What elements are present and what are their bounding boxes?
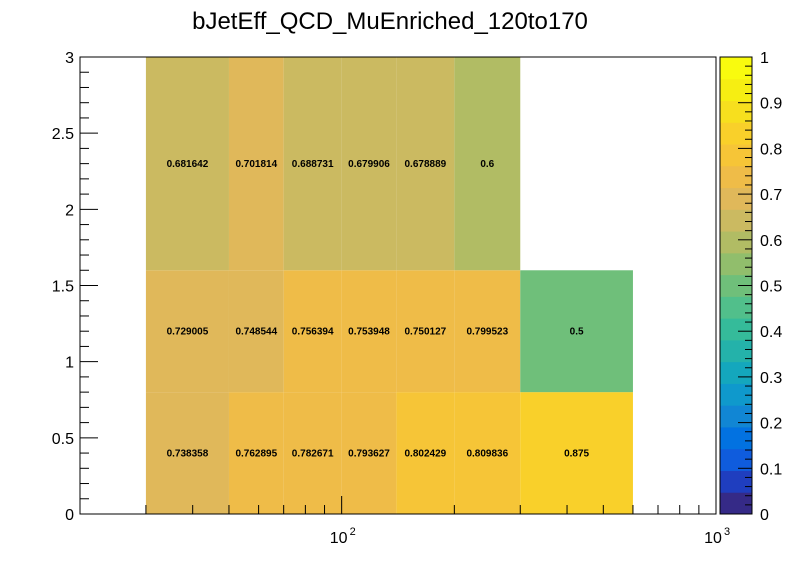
cell-value-label: 0.799523 — [466, 327, 508, 338]
palette-color-band — [720, 231, 752, 254]
palette-tick-label: 0.6 — [760, 233, 782, 250]
heatmap-cell — [283, 57, 342, 271]
cell-value-label: 0.679906 — [348, 159, 390, 170]
color-palette-axis: 0 0.1 0.2 0.3 0.4 0.5 0.6 0.7 0.8 0.9 1 — [719, 50, 782, 524]
cell-value-label: 0.762895 — [235, 449, 277, 460]
palette-color-band — [720, 165, 752, 189]
y-tick-label: 2 — [65, 202, 74, 219]
palette-color-band — [720, 426, 752, 450]
chart-title: bJetEff_QCD_MuEnriched_120to170 — [192, 8, 588, 35]
palette-color-band — [720, 274, 752, 297]
y-axis: 0 0.5 1 1.5 2 2.5 3 — [52, 50, 98, 524]
heatmap-cell — [283, 392, 342, 514]
palette-color-band — [720, 339, 752, 363]
x-tick-label-base: 10 — [330, 530, 348, 547]
palette-color-band — [720, 57, 752, 80]
palette-color-band — [720, 144, 752, 167]
heatmap-cell — [520, 392, 633, 514]
palette-tick-label: 1 — [760, 50, 769, 67]
palette-tick-label: 0.2 — [760, 416, 782, 433]
heatmap-cell — [341, 392, 397, 514]
palette-color-band — [720, 209, 752, 232]
palette-tick-label: 0.9 — [760, 96, 782, 113]
heatmap-cell — [228, 57, 284, 271]
cell-value-label: 0.748544 — [235, 327, 277, 338]
palette-color-band — [720, 470, 752, 493]
heatmap-cells — [145, 57, 633, 514]
y-tick-label: 0.5 — [52, 431, 74, 448]
x-tick-label-exponent: 2 — [350, 526, 356, 538]
heatmap-cell — [454, 270, 521, 393]
cell-value-label: 0.681642 — [167, 159, 209, 170]
y-tick-label: 1 — [65, 355, 74, 372]
heatmap-cell — [396, 57, 455, 271]
palette-color-band — [720, 187, 752, 210]
y-tick-label: 0 — [65, 507, 74, 524]
palette-color-band — [720, 405, 752, 428]
y-tick-label: 2.5 — [52, 126, 74, 143]
palette-tick-label: 0.7 — [760, 187, 782, 204]
palette-tick-label: 0.1 — [760, 461, 782, 478]
cell-value-label: 0.756394 — [292, 327, 334, 338]
cell-value-label: 0.809836 — [466, 449, 508, 460]
palette-color-band — [720, 383, 752, 406]
cell-value-label: 0.750127 — [404, 327, 446, 338]
y-tick-label: 3 — [65, 50, 74, 67]
palette-tick-label: 0.8 — [760, 141, 782, 158]
cell-value-label: 0.793627 — [348, 449, 390, 460]
heatmap-cell — [396, 392, 455, 514]
palette-color-band — [720, 78, 752, 102]
palette-color-band — [720, 361, 752, 384]
cell-value-label: 0.802429 — [404, 449, 446, 460]
cell-value-label: 0.6 — [480, 159, 494, 170]
x-tick-label-exponent: 3 — [724, 526, 730, 538]
cell-value-label: 0.5 — [570, 327, 584, 338]
palette-color-band — [720, 492, 752, 515]
palette-tick-label: 0.3 — [760, 370, 782, 387]
cell-value-label: 0.729005 — [167, 327, 209, 338]
heatmap-cell — [145, 270, 229, 393]
heatmap-cell — [228, 270, 284, 393]
y-tick-label: 1.5 — [52, 279, 74, 296]
palette-tick-label: 0.4 — [760, 324, 782, 341]
heatmap-cell — [341, 57, 397, 271]
heatmap-cell — [283, 270, 342, 393]
cell-value-label: 0.678889 — [404, 159, 446, 170]
x-tick-label-base: 10 — [704, 530, 722, 547]
heatmap-cell — [520, 270, 633, 393]
cell-value-label: 0.875 — [564, 449, 589, 460]
heatmap-cell — [454, 57, 521, 271]
palette-color-band — [720, 100, 752, 123]
cell-value-label: 0.782671 — [292, 449, 334, 460]
palette-color-band — [720, 296, 752, 319]
cell-value-label: 0.753948 — [348, 327, 390, 338]
heatmap-cell — [396, 270, 455, 393]
palette-color-band — [720, 122, 752, 145]
heatmap-cell — [341, 270, 397, 393]
palette-color-band — [720, 448, 752, 471]
heatmap-cell — [454, 392, 521, 514]
cell-value-label: 0.738358 — [167, 449, 209, 460]
heatmap-cell — [145, 57, 229, 271]
palette-color-band — [720, 252, 752, 276]
heatmap-cell — [228, 392, 284, 514]
palette-color-band — [720, 318, 752, 341]
cell-value-label: 0.688731 — [292, 159, 334, 170]
palette-tick-label: 0.5 — [760, 279, 782, 296]
x-axis: 10 2 10 3 — [79, 496, 730, 547]
palette-tick-label: 0 — [760, 507, 769, 524]
heatmap-cell-labels: 0.738358 0.762895 0.782671 0.793627 0.802429… — [167, 159, 590, 459]
heatmap-cell — [145, 392, 229, 514]
cell-value-label: 0.701814 — [235, 159, 277, 170]
